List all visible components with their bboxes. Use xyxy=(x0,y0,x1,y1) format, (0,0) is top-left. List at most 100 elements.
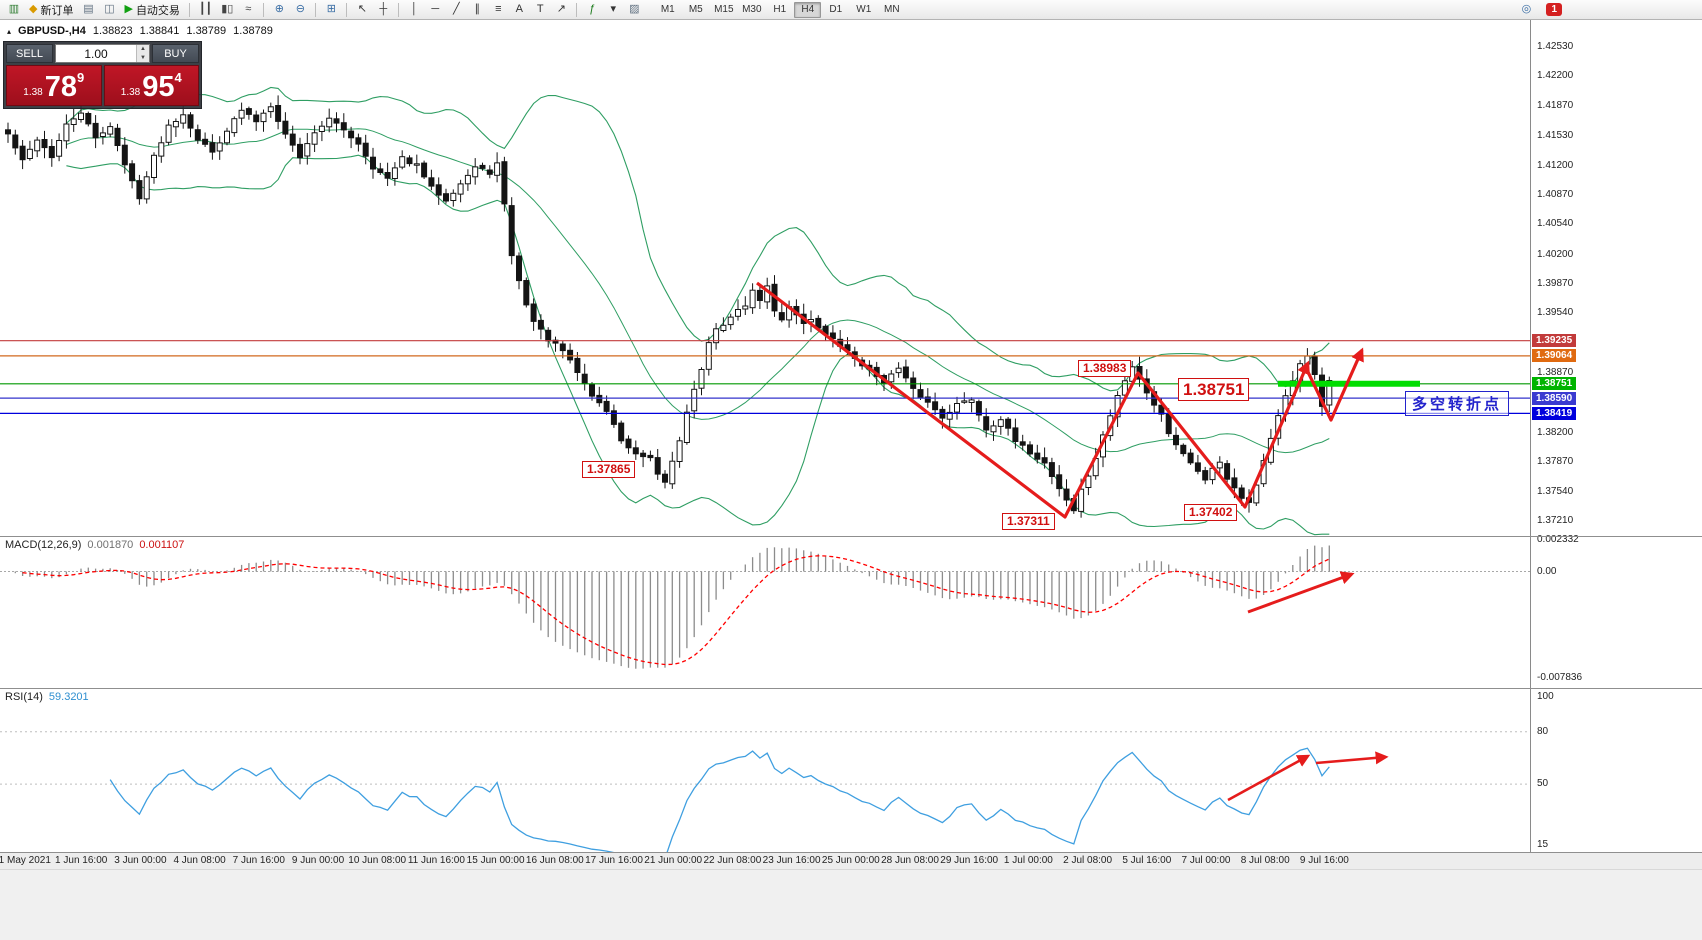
channel-button[interactable]: ∥ xyxy=(467,1,487,18)
tile-windows-icon: ⊞ xyxy=(326,3,336,15)
axis-price-label: 1.42530 xyxy=(1537,41,1574,52)
new-order-button[interactable]: ◆ 新订单 xyxy=(25,1,77,18)
templates-button[interactable]: ▨ xyxy=(624,1,644,18)
autotrading-button[interactable]: ▶ 自动交易 xyxy=(120,1,183,18)
ohlc-low: 1.38789 xyxy=(186,25,227,37)
swing-price-label[interactable]: 1.37865 xyxy=(582,461,636,478)
time-axis-label: 9 Jun 00:00 xyxy=(291,855,345,866)
magnifier-button[interactable]: ◎ xyxy=(1516,1,1536,18)
buy-button[interactable]: BUY xyxy=(152,44,199,63)
panel-separator[interactable] xyxy=(0,688,1702,689)
axis-price-label: 1.39870 xyxy=(1537,278,1574,290)
macd-main-value: 0.001870 xyxy=(87,539,134,551)
label-button[interactable]: T xyxy=(530,1,550,18)
candle-chart-button[interactable]: ▮▯ xyxy=(217,1,237,18)
line-chart-button[interactable]: ≈ xyxy=(238,1,258,18)
macd-axis-label: 0.002332 xyxy=(1537,533,1579,545)
notifications-button[interactable]: 1 xyxy=(1542,1,1566,18)
time-axis-label: 7 Jul 00:00 xyxy=(1181,855,1231,866)
profiles-button[interactable]: ◫ xyxy=(99,1,119,18)
timeframe-h4[interactable]: H4 xyxy=(794,1,822,18)
timeframe-m5[interactable]: M5 xyxy=(688,4,703,15)
swing-price-label[interactable]: 1.38983 xyxy=(1078,360,1132,377)
crosshair-button[interactable]: ┼ xyxy=(373,1,393,18)
rsi-name: RSI(14) xyxy=(5,691,43,703)
trendline-button[interactable]: ╱ xyxy=(446,1,466,18)
hline-button[interactable]: ─ xyxy=(425,1,445,18)
annotation-text[interactable]: 多空转折点 xyxy=(1405,391,1510,416)
price-axis[interactable]: 1.42530 1.42200 1.41870 1.41530 1.41200 1.408… xyxy=(1530,20,1702,852)
ask-price-panel[interactable]: 1.38 95 4 xyxy=(103,65,199,106)
macd-axis-label: -0.007836 xyxy=(1537,671,1583,683)
trendline-icon: ╱ xyxy=(452,3,460,15)
bar-chart-button[interactable]: ┃┃ xyxy=(195,1,216,18)
time-axis-label: 5 Jul 16:00 xyxy=(1122,855,1172,866)
new-chart-icon: ▥ xyxy=(8,3,20,15)
time-axis-label: 4 Jun 08:00 xyxy=(173,855,226,866)
time-axis-label: 7 Jun 16:00 xyxy=(232,855,285,866)
swing-price-label[interactable]: 1.37402 xyxy=(1184,504,1238,521)
chart-snapshot-button[interactable]: ▤ xyxy=(78,1,98,18)
symbol-info-line: ▴ GBPUSD-,H4 1.38823 1.38841 1.38789 1.3… xyxy=(7,25,273,37)
timeframe-m1[interactable]: M1 xyxy=(660,4,675,15)
ohlc-high: 1.38841 xyxy=(139,25,180,37)
bid-pips: 78 xyxy=(44,71,77,104)
macd-panel-canvas[interactable] xyxy=(0,537,1530,688)
zoom-out-button[interactable]: ⊖ xyxy=(290,1,310,18)
toolbar-separator xyxy=(188,2,190,17)
axis-price-label: 1.41530 xyxy=(1537,130,1574,142)
cursor-button[interactable]: ↖ xyxy=(352,1,372,18)
axis-price-label: 1.37210 xyxy=(1537,515,1574,527)
zoom-in-icon: ⊕ xyxy=(274,3,284,15)
new-chart-button[interactable]: ▥ xyxy=(4,1,24,18)
time-axis-label: 28 Jun 08:00 xyxy=(881,855,939,866)
tile-windows-button[interactable]: ⊞ xyxy=(321,1,341,18)
time-axis-label: 11 Jun 16:00 xyxy=(407,855,465,866)
volume-down-icon[interactable]: ▼ xyxy=(137,53,149,62)
indicators-button[interactable]: ƒ xyxy=(582,1,602,18)
volume-box: 1.00 ▲ ▼ xyxy=(55,44,150,63)
timeframe-w1[interactable]: W1 xyxy=(856,4,872,15)
new-order-icon: ◆ xyxy=(29,3,38,15)
panel-separator[interactable] xyxy=(0,536,1702,537)
timeframe-mn[interactable]: MN xyxy=(884,4,900,15)
cursor-icon: ↖ xyxy=(357,3,367,15)
bid-price-panel[interactable]: 1.38 78 9 xyxy=(6,65,102,106)
rsi-axis-label: 80 xyxy=(1537,725,1549,737)
periods-button[interactable]: ▾ xyxy=(603,1,623,18)
bid-figure: 1.38 xyxy=(23,87,43,98)
rsi-label: RSI(14) 59.3201 xyxy=(5,691,89,703)
toolbar: ▥ ◆ 新订单 ▤ ◫ ▶ 自动交易 ┃┃ ▮▯ ≈ ⊕ ⊖ ⊞ ↖ ┼ │ ─ ╱ ∥ ≡ A T ↗ ƒ ▾ ▨ M1 M5 M1… xyxy=(0,0,1702,20)
timeframe-group: M1 M5 M15 M30 H1 H4 D1 W1 MN xyxy=(654,1,905,18)
channel-icon: ∥ xyxy=(474,3,481,15)
timeframe-m15[interactable]: M15 xyxy=(714,4,734,15)
volume-input[interactable]: 1.00 xyxy=(84,46,108,61)
swing-price-label[interactable]: 1.38751 xyxy=(1178,378,1250,401)
axis-price-label: 1.41870 xyxy=(1537,99,1574,111)
candle-chart-icon: ▮▯ xyxy=(221,3,234,15)
text-button[interactable]: A xyxy=(509,1,529,18)
swing-price-label[interactable]: 1.37311 xyxy=(1002,513,1055,530)
volume-up-icon[interactable]: ▲ xyxy=(137,45,149,54)
macd-axis-label: 0.00 xyxy=(1537,565,1557,577)
zoom-in-button[interactable]: ⊕ xyxy=(269,1,289,18)
autotrading-button-label: 自动交易 xyxy=(135,4,180,17)
timeframe-m30[interactable]: M30 xyxy=(742,4,762,15)
time-axis-label: 16 Jun 08:00 xyxy=(525,855,584,866)
sell-button[interactable]: SELL xyxy=(6,44,53,63)
indicators-icon: ƒ xyxy=(589,3,596,15)
time-axis-label: 23 Jun 16:00 xyxy=(762,855,821,866)
timeframe-d1[interactable]: D1 xyxy=(829,4,843,15)
arrows-button[interactable]: ↗ xyxy=(551,1,571,18)
rsi-panel-canvas[interactable] xyxy=(0,689,1530,852)
zoom-out-icon: ⊖ xyxy=(295,3,305,15)
fibonacci-button[interactable]: ≡ xyxy=(488,1,508,18)
macd-signal-value: 0.001107 xyxy=(139,539,185,551)
time-axis[interactable]: 31 May 2021 1 Jun 16:00 3 Jun 00:00 4 Jun 0… xyxy=(0,852,1702,869)
line-chart-icon: ≈ xyxy=(245,3,252,15)
vline-button[interactable]: │ xyxy=(404,1,424,18)
timeframe-h1[interactable]: H1 xyxy=(773,4,787,15)
main-chart-canvas[interactable] xyxy=(0,20,1530,536)
chart-expander-icon[interactable]: ▴ xyxy=(7,26,12,36)
text-icon: A xyxy=(515,3,523,15)
